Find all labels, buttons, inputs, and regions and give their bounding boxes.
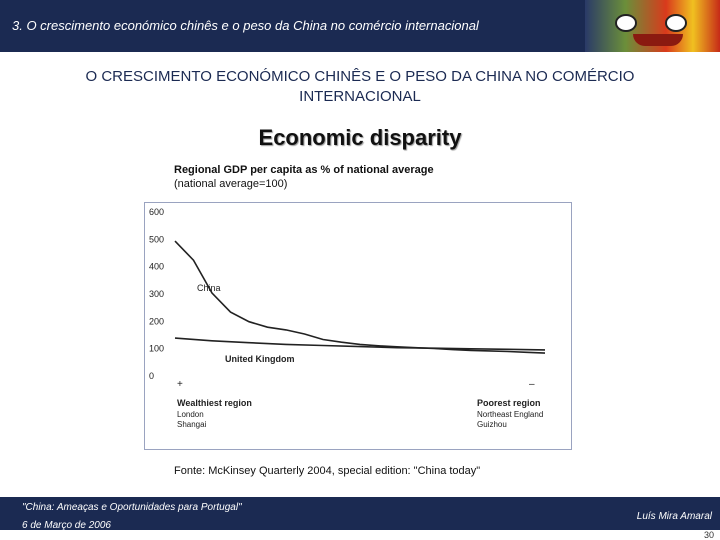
series-line-united-kingdom xyxy=(174,337,546,351)
source-note: Fonte: McKinsey Quarterly 2004, special … xyxy=(174,465,481,477)
y-tick-label: 600 xyxy=(149,207,164,217)
mask-eye-right xyxy=(665,14,687,32)
mask-mouth xyxy=(633,34,683,46)
x-end-line-right: Northeast England xyxy=(477,410,543,419)
x-end-line-left: Shangai xyxy=(177,420,207,429)
chart-subtitle-note: (national average=100) xyxy=(174,178,288,190)
x-end-line-right: Guizhou xyxy=(477,420,507,429)
line-chart: 0 100 200 300 400 500 600 China United Kingdom + W… xyxy=(149,207,546,429)
header-title: 3. O crescimento económico chinês e o pe… xyxy=(12,18,479,33)
series-line-china xyxy=(174,240,546,354)
x-end-symbol-left: + xyxy=(177,379,183,390)
footer-date: 6 de Março de 2006 xyxy=(22,520,111,531)
y-tick-label: 300 xyxy=(149,289,164,299)
x-end-symbol-right: – xyxy=(529,379,535,390)
page-title: O CRESCIMENTO ECONÓMICO CHINÊS E O PESO … xyxy=(85,68,635,105)
mask-eye-left xyxy=(615,14,637,32)
chart-subtitle: Regional GDP per capita as % of national… xyxy=(174,163,434,191)
series-label-united-kingdom: United Kingdom xyxy=(225,354,295,364)
footer-presentation-title: "China: Ameaças e Oportunidades para Por… xyxy=(22,502,242,513)
footer-author: Luís Mira Amaral xyxy=(636,511,712,522)
y-tick-label: 0 xyxy=(149,371,154,381)
y-tick-label: 500 xyxy=(149,234,164,244)
y-tick-label: 100 xyxy=(149,344,164,354)
footer-bar xyxy=(0,497,720,530)
chart-subtitle-main: Regional GDP per capita as % of national… xyxy=(174,164,434,176)
chart-frame: 0 100 200 300 400 500 600 China United Kingdom + W… xyxy=(144,202,572,450)
chart-title: Economic disparity xyxy=(258,125,462,150)
x-end-heading-left: Wealthiest region xyxy=(177,398,252,408)
header-bar: 3. O crescimento económico chinês e o pe… xyxy=(0,0,720,52)
x-end-heading-right: Poorest region xyxy=(477,398,541,408)
page-number: 30 xyxy=(703,530,714,540)
y-tick-label: 400 xyxy=(149,262,164,272)
series-label-china: China xyxy=(197,283,221,293)
x-end-line-left: London xyxy=(177,410,204,419)
y-tick-label: 200 xyxy=(149,316,164,326)
mask-image xyxy=(585,0,720,52)
